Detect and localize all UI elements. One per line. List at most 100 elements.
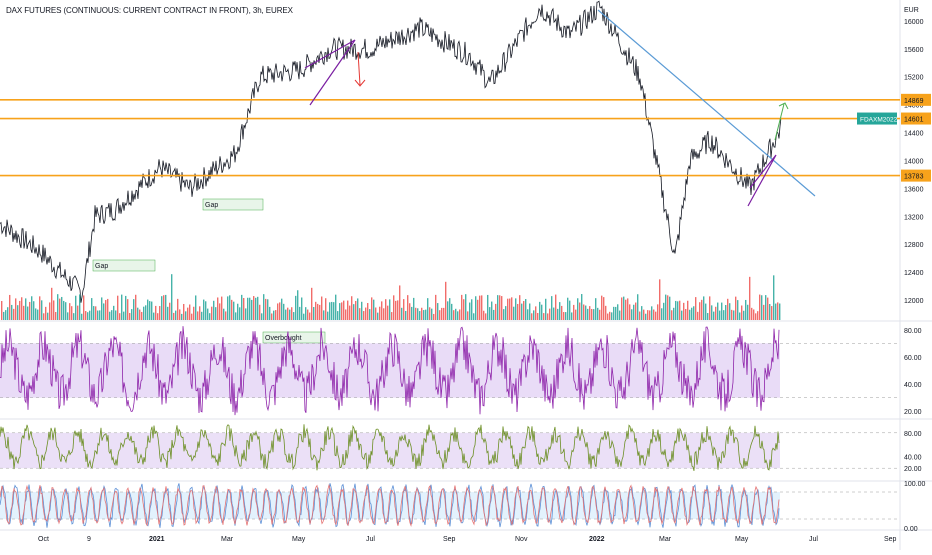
- volume-bar: [583, 304, 585, 320]
- volume-bar: [771, 306, 773, 320]
- volume-bar: [599, 309, 601, 320]
- volume-bar: [113, 305, 115, 320]
- volume-bar: [701, 299, 703, 320]
- volume-bar: [737, 300, 739, 320]
- rsi-tick: 40.00: [904, 382, 922, 389]
- price-axis-tick: 16000: [904, 19, 924, 26]
- volume-bar: [265, 298, 267, 320]
- volume-bar: [247, 297, 249, 320]
- volume-bar: [519, 295, 521, 320]
- volume-bar: [239, 307, 241, 320]
- volume-bar: [647, 310, 649, 320]
- volume-bar: [463, 299, 465, 320]
- volume-bar: [643, 309, 645, 320]
- volume-bar: [275, 310, 277, 320]
- volume-bar: [559, 302, 561, 320]
- volume-bar: [101, 297, 103, 320]
- volume-bar: [609, 311, 611, 320]
- volume-bar: [587, 308, 589, 320]
- x-axis-tick: Sep: [884, 536, 897, 543]
- x-axis-tick: 9: [87, 536, 91, 543]
- volume-bar: [273, 310, 275, 320]
- volume-bar: [715, 306, 717, 320]
- x-axis-tick: Mar: [659, 536, 672, 543]
- volume-bar: [153, 312, 155, 320]
- volume-bar: [511, 297, 513, 320]
- volume-bar: [637, 294, 639, 320]
- volume-bar: [269, 306, 271, 320]
- volume-bar: [453, 310, 455, 320]
- volume-bar: [625, 299, 627, 320]
- volume-bar: [173, 312, 175, 320]
- volume-bar: [639, 311, 641, 320]
- volume-bar: [685, 308, 687, 320]
- volume-bar: [3, 311, 5, 320]
- volume-bar: [449, 298, 451, 320]
- volume-bar: [423, 310, 425, 320]
- volume-bar: [267, 299, 269, 320]
- volume-bar: [73, 313, 75, 320]
- volume-bar: [7, 307, 9, 320]
- rsi-line: [0, 326, 780, 416]
- volume-bar: [225, 311, 227, 320]
- annotation-box: [202, 198, 264, 211]
- volume-bar: [143, 306, 145, 320]
- volume-bar: [575, 309, 577, 320]
- volume-bar: [201, 311, 203, 320]
- volume-bar: [347, 300, 349, 320]
- trendline: [597, 9, 816, 197]
- volume-bar: [193, 306, 195, 320]
- volume-bar: [23, 305, 25, 320]
- volume-bar: [331, 301, 333, 320]
- volume-bar: [705, 303, 707, 320]
- volume-bar: [707, 313, 709, 320]
- volume-bar: [653, 309, 655, 320]
- volume-bar: [523, 301, 525, 320]
- level-label: 13783: [904, 174, 924, 181]
- volume-bar: [257, 296, 259, 320]
- volume-bar: [9, 294, 11, 320]
- volume-bar: [111, 310, 113, 320]
- volume-bar: [209, 313, 211, 320]
- stoch-tick: 40.00: [904, 454, 922, 461]
- volume-bar: [541, 304, 543, 320]
- volume-bar: [667, 295, 669, 320]
- x-axis-tick: Oct: [38, 536, 49, 543]
- volume-bar: [727, 298, 729, 320]
- volume-bar: [293, 312, 295, 320]
- volume-bar: [491, 301, 493, 320]
- volume-bar: [45, 306, 47, 320]
- volume-bar: [729, 303, 731, 320]
- volume-bar: [539, 301, 541, 320]
- volume-bar: [183, 303, 185, 320]
- volume-bar: [459, 309, 461, 320]
- volume-bar: [503, 309, 505, 320]
- volume-bar: [635, 302, 637, 320]
- volume-bar: [725, 305, 727, 320]
- volume-bar: [563, 312, 565, 320]
- volume-bar: [573, 304, 575, 320]
- volume-bar: [669, 296, 671, 320]
- volume-bar: [13, 308, 15, 320]
- volume-bar: [611, 312, 613, 320]
- volume-bar: [295, 295, 297, 320]
- volume-bar: [675, 300, 677, 320]
- volume-bar: [129, 312, 131, 320]
- volume-bar: [585, 305, 587, 320]
- volume-bar: [687, 300, 689, 320]
- volume-bar: [233, 301, 235, 320]
- volume-bar: [1, 301, 3, 320]
- volume-bar: [697, 311, 699, 320]
- volume-bar: [27, 306, 29, 320]
- volume-bar: [551, 296, 553, 320]
- volume-bar: [329, 302, 331, 320]
- wedge-lower: [747, 154, 777, 207]
- volume-bar: [441, 307, 443, 320]
- volume-bar: [237, 303, 239, 320]
- volume-bar: [51, 287, 53, 320]
- symbol-label-bg: [857, 112, 897, 125]
- price-axis-tick: 12000: [904, 298, 924, 305]
- price-axis-tick: 13600: [904, 186, 924, 193]
- volume-bar: [369, 309, 371, 320]
